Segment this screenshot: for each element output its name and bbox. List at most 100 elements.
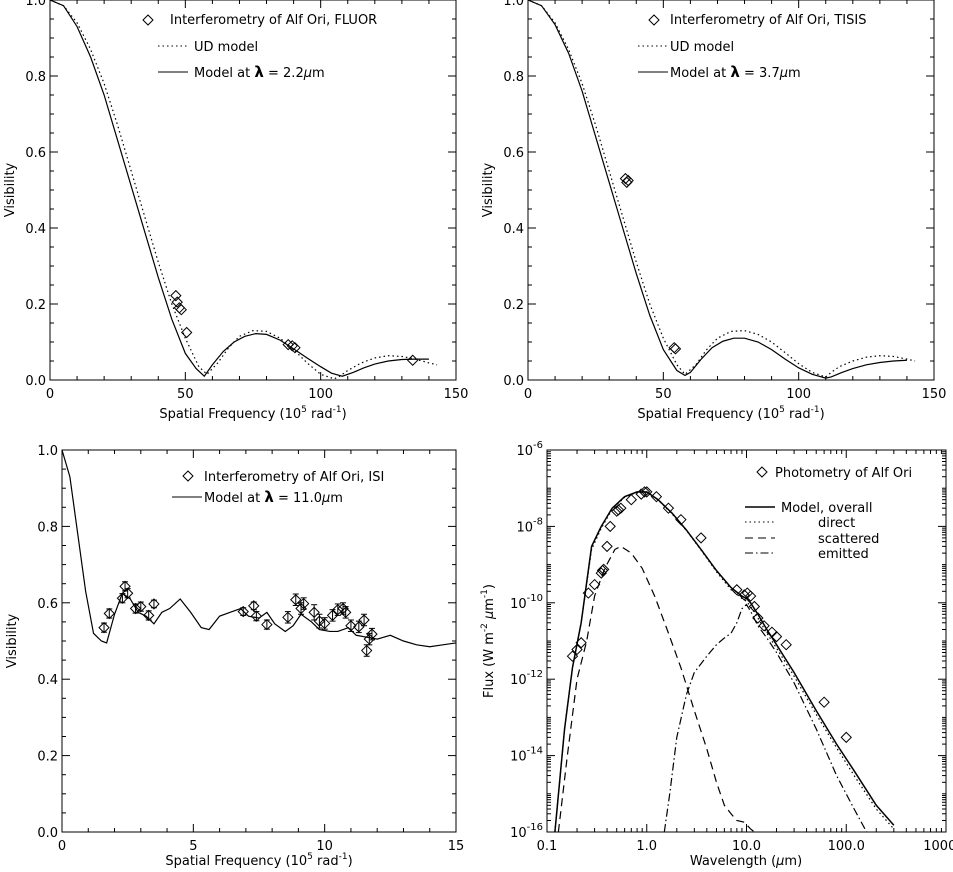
- data-point-diamond: [339, 606, 352, 619]
- tick-labels: 0 5 10 15 0.0 0.2 0.4 0.6 0.8 1.0: [37, 444, 464, 854]
- panel-top-right: 0 50 100 150 0.0 0.2 0.4 0.6 0.8 1.0 Spatial Freq…: [481, 0, 946, 422]
- data-point-diamond: [752, 612, 764, 624]
- tick-marks: [49, 0, 457, 381]
- legend-label-data: Photometry of Alf Ori: [775, 466, 912, 481]
- y-tick-label: 0.4: [37, 673, 58, 688]
- series-group: [50, 0, 438, 380]
- series-line-dotted: [50, 0, 438, 380]
- x-axis-label: Spatial Frequency (105 rad-1): [637, 405, 824, 422]
- x-tick-label: 0.1: [537, 839, 558, 854]
- legend: Interferometry of Alf Ori, FLUOR UD mode…: [142, 13, 377, 81]
- y-tick-label: 0.6: [37, 597, 58, 612]
- x-tick-label: 10.0: [732, 839, 761, 854]
- data-point-diamond: [669, 343, 682, 355]
- y-tick-label: 0.0: [37, 826, 58, 841]
- legend-label-data: Interferometry of Alf Ori, TISIS: [670, 13, 866, 28]
- data-point-diamond: [366, 628, 378, 640]
- data-point-diamond: [121, 587, 134, 599]
- x-axis-label: Wavelength (μm): [690, 854, 802, 869]
- y-axis-label: Visibility: [5, 613, 20, 668]
- data-point-diamond: [770, 630, 783, 643]
- x-tick-label: 15: [448, 839, 465, 854]
- data-point-diamond: [175, 303, 187, 316]
- data-point-diamond: [98, 621, 110, 634]
- y-tick-label: 0.0: [503, 374, 524, 389]
- legend-label-model: Model at λ = 3.7μm: [670, 63, 801, 81]
- data-point-diamond: [818, 696, 830, 708]
- legend-label-ud: UD model: [194, 40, 258, 55]
- data-point-diamond: [103, 607, 115, 620]
- data-point-diamond: [250, 610, 263, 622]
- y-tick-label: 10-16: [510, 822, 543, 841]
- legend-label-direct: direct: [818, 516, 855, 531]
- series-line-solid: [50, 0, 429, 378]
- data-point-diamond: [597, 563, 610, 576]
- data-point-diamond: [308, 606, 320, 619]
- y-tick-label: 0.8: [25, 70, 46, 85]
- plot-frame: [527, 0, 935, 381]
- data-point-diamond: [622, 174, 634, 187]
- x-tick-label: 1000.0: [923, 839, 953, 854]
- x-tick-label: 5: [189, 839, 197, 854]
- legend: Photometry of Alf Ori Model, overall dir…: [745, 466, 912, 562]
- data-point-diamond: [625, 493, 638, 506]
- series-group: [528, 0, 916, 379]
- data-point-diamond: [148, 598, 160, 610]
- data-point-diamond: [604, 520, 616, 533]
- y-tick-label: 0.6: [503, 146, 524, 161]
- y-tick-label: 10-10: [510, 593, 543, 612]
- plot-frame: [61, 449, 457, 833]
- legend-label-model: Model at λ = 11.0μm: [204, 488, 343, 506]
- series-group: [554, 486, 895, 832]
- y-tick-label: 0.4: [503, 222, 524, 237]
- tick-labels: 0.1 1.0 10.0 100.0 1000.0 10-16 10-14 10-12 10-1…: [510, 440, 953, 854]
- legend-diamond-icon: [756, 466, 768, 478]
- y-tick-label: 0.4: [25, 222, 46, 237]
- tick-marks: [546, 450, 946, 833]
- tick-labels: 0 50 100 150 0.0 0.2 0.4 0.6 0.8 1.0: [503, 0, 946, 402]
- tick-marks: [61, 449, 457, 833]
- y-tick-label: 1.0: [25, 0, 46, 9]
- data-point-diamond: [731, 584, 743, 596]
- data-point-diamond: [780, 638, 792, 651]
- data-point-diamond: [289, 341, 301, 354]
- x-tick-label: 150: [922, 387, 947, 402]
- y-tick-label: 0.6: [25, 146, 46, 161]
- data-point-diamond: [326, 609, 339, 622]
- y-tick-label: 10-14: [510, 746, 543, 765]
- x-tick-label: 10: [316, 839, 333, 854]
- series-group: [62, 450, 456, 657]
- x-axis-label: Spatial Frequency (105 rad-1): [165, 852, 352, 869]
- data-point-diamond: [290, 594, 302, 606]
- data-point-diamond: [282, 611, 294, 624]
- x-axis-label: Spatial Frequency (105 rad-1): [159, 405, 346, 422]
- y-axis-label: Flux (W m-2 μm-1): [480, 584, 497, 698]
- data-point-diamond: [129, 602, 142, 615]
- data-point-diamond: [261, 618, 273, 631]
- plot-frame: [49, 0, 457, 381]
- data-point-diamond: [135, 600, 147, 613]
- data-point-diamond: [738, 589, 750, 601]
- legend: Interferometry of Alf Ori, TISIS UD mode…: [638, 13, 866, 81]
- x-tick-label: 100: [308, 387, 333, 402]
- y-tick-label: 0.8: [37, 520, 58, 535]
- legend-diamond-icon: [648, 14, 660, 26]
- legend-label-data: Interferometry of Alf Ori, ISI: [204, 470, 384, 485]
- tick-marks: [527, 0, 935, 381]
- x-tick-label: 50: [177, 387, 194, 402]
- data-point-diamond: [641, 486, 653, 498]
- x-tick-label: 1.0: [636, 839, 657, 854]
- data-point-diamond: [360, 644, 373, 657]
- data-point-diamond: [297, 597, 310, 610]
- x-tick-label: 0: [524, 387, 532, 402]
- y-tick-label: 0.2: [37, 750, 58, 765]
- series-line-dotted: [528, 0, 916, 378]
- x-tick-label: 100: [786, 387, 811, 402]
- legend-label-scattered: scattered: [818, 532, 879, 547]
- data-point-diamond: [286, 340, 298, 352]
- data-point-diamond: [695, 532, 707, 544]
- y-tick-label: 10-6: [516, 440, 543, 459]
- data-point-diamond: [332, 603, 344, 616]
- x-tick-label: 0: [58, 839, 66, 854]
